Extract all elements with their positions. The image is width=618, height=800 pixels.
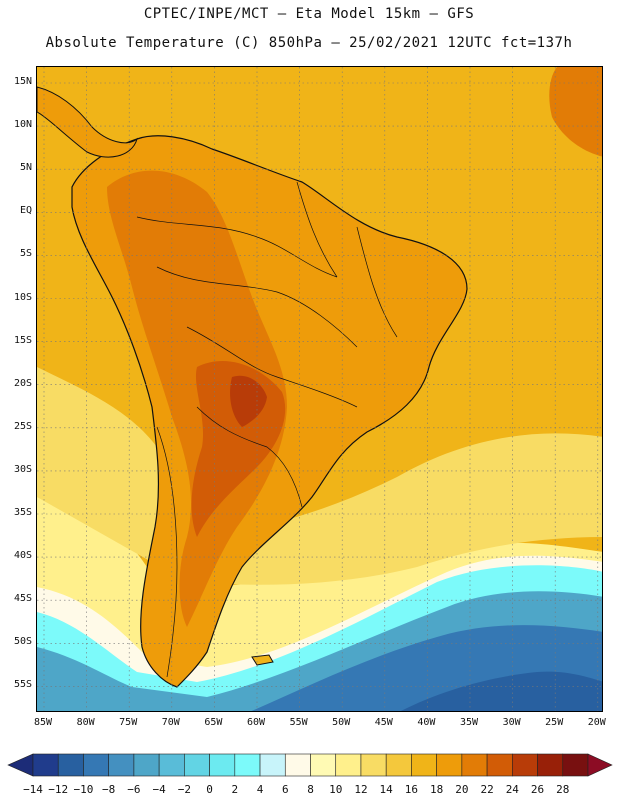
colorbar-swatch: [234, 753, 261, 777]
colorbar-tick-label: 20: [455, 783, 469, 796]
colorbar-swatch: [108, 753, 135, 777]
longitude-label: 75W: [119, 717, 138, 728]
north-hot-zone: [549, 67, 602, 157]
land-hot-zone: [107, 170, 287, 627]
colorbar-tick-label: −10: [73, 783, 94, 796]
longitude-label: 25W: [545, 717, 564, 728]
colorbar-tick-label: −4: [152, 783, 166, 796]
latitude-label: 10S: [13, 291, 32, 303]
temperature-map: [36, 66, 603, 712]
colorbar-tick-label: 24: [505, 783, 519, 796]
longitude-label: 20W: [587, 717, 606, 728]
colorbar-swatch: [537, 753, 564, 777]
colorbar-tick-label: −6: [127, 783, 141, 796]
colorbar-under-arrow: [7, 753, 34, 777]
latitude-label: 5S: [19, 248, 32, 260]
colorbar-tick-label: 2: [231, 783, 239, 796]
colorbar-swatch: [335, 753, 362, 777]
colorbar-tick-label: 12: [354, 783, 368, 796]
latitude-label: 40S: [13, 550, 32, 562]
central-america-land: [37, 86, 138, 158]
latitude-label: 35S: [13, 507, 32, 518]
colorbar-tick-label: −14: [23, 783, 43, 796]
lat-lon-grid: [37, 67, 602, 711]
latitude-label: 30S: [13, 463, 32, 475]
colorbar-tick-label: 6: [281, 783, 289, 796]
colorbar-swatch: [284, 753, 311, 777]
colorbar-swatch: [184, 753, 210, 777]
colorbar-swatch: [360, 753, 387, 777]
latitude-label: 25S: [13, 420, 32, 432]
longitude-label: 45W: [374, 717, 393, 728]
latitude-label: 15S: [13, 334, 32, 346]
colorbar-tick-label: 26: [530, 783, 545, 796]
longitude-label: 60W: [246, 717, 266, 728]
latitude-label: EQ: [19, 205, 32, 217]
map-canvas: [37, 67, 602, 711]
longitude-label: 65W: [204, 717, 223, 728]
longitude-label: 30W: [502, 717, 521, 728]
colorbar-swatch: [310, 753, 337, 777]
map-title: CPTEC/INPE/MCT – Eta Model 15km – GFS: [143, 6, 475, 22]
colorbar-tick-label: −12: [48, 783, 69, 796]
land-hottest-zone: [230, 375, 267, 427]
cold-region-deep: [400, 671, 602, 711]
latitude-label: 20S: [13, 377, 32, 389]
colorbar-swatch: [133, 753, 160, 777]
colorbar-swatch: [486, 753, 513, 777]
colorbar: [7, 753, 613, 777]
mild-band: [37, 367, 602, 585]
colorbar-tick-label: 18: [430, 783, 444, 796]
colorbar-swatch: [259, 753, 286, 777]
colorbar-tick-label: 0: [206, 783, 213, 796]
colorbar-swatch: [411, 753, 437, 777]
longitude-label: 35W: [459, 717, 479, 728]
colorbar-tick-label: −2: [177, 783, 191, 796]
latitude-label: 5N: [19, 162, 32, 174]
colorbar-tick-label: 14: [379, 783, 393, 796]
latitude-label: 10N: [13, 119, 32, 131]
colorbar-swatch: [57, 753, 84, 777]
longitude-label: 70W: [161, 717, 180, 728]
colorbar-swatch: [461, 753, 488, 777]
colorbar-swatch: [512, 753, 538, 777]
latitude-label: 55S: [13, 679, 32, 691]
colorbar-tick-label: 8: [307, 783, 314, 796]
colorbar-tick-label: 4: [256, 783, 264, 796]
colorbar-swatch: [385, 753, 412, 777]
longitude-label: 40W: [417, 717, 436, 728]
map-subtitle: Absolute Temperature (C) 850hPa – 25/02/…: [45, 35, 573, 51]
colorbar-tick-label: 28: [556, 783, 570, 796]
longitude-label: 55W: [289, 717, 308, 728]
colorbar-tick-label: −8: [102, 783, 116, 796]
colorbar-tick-label: 22: [480, 783, 494, 796]
colorbar-swatch: [436, 753, 463, 777]
longitude-label: 85W: [33, 717, 53, 728]
colorbar-swatch: [562, 753, 589, 777]
latitude-label: 15N: [13, 76, 32, 87]
colorbar-over-arrow: [587, 753, 613, 777]
colorbar-swatch: [83, 753, 109, 777]
colorbar-swatch: [32, 753, 59, 777]
colorbar-tick-label: 16: [404, 783, 419, 796]
latitude-label: 45S: [13, 593, 32, 605]
longitude-label: 80W: [76, 717, 95, 728]
latitude-label: 50S: [13, 636, 32, 648]
colorbar-tick-label: 10: [329, 783, 343, 796]
colorbar-swatch: [209, 753, 236, 777]
country-borders: [136, 181, 398, 678]
colorbar-swatch: [158, 753, 185, 777]
longitude-label: 50W: [332, 717, 351, 728]
